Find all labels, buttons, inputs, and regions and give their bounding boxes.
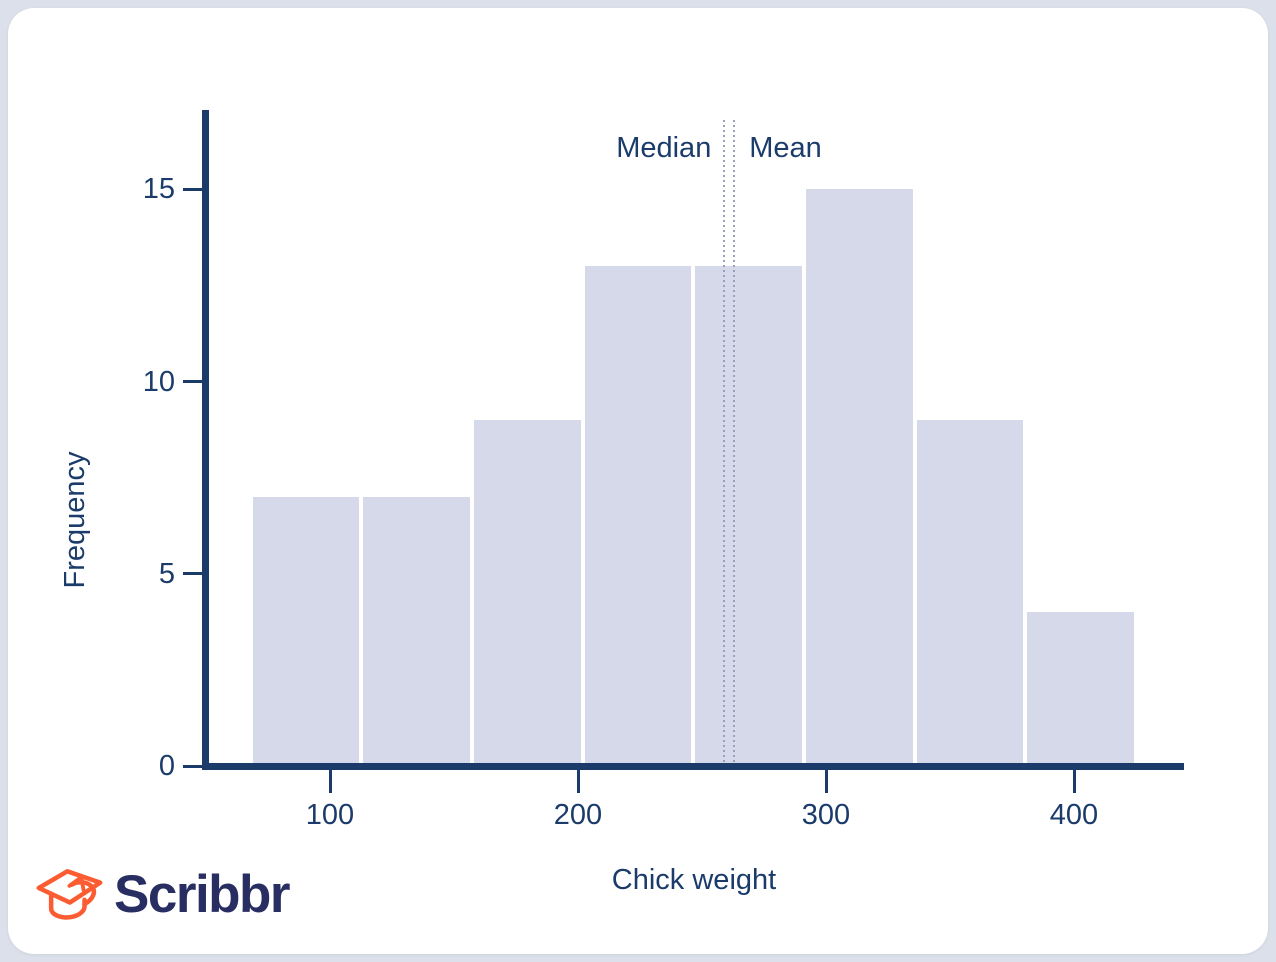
histogram-bar (916, 419, 1024, 763)
histogram-bar (805, 189, 913, 763)
scribbr-logo: Scribbr (36, 864, 291, 926)
y-tick (183, 380, 202, 383)
x-axis-line (202, 762, 1184, 770)
x-tick (328, 769, 332, 793)
y-tick (183, 187, 202, 191)
x-tick (576, 769, 580, 793)
y-tick-label: 15 (142, 173, 175, 206)
y-tick-label: 5 (158, 557, 175, 590)
y-tick-label: 0 (158, 750, 175, 782)
mean-line (733, 120, 736, 763)
histogram-bar (695, 266, 802, 763)
median-label: Median (616, 132, 712, 164)
x-tick (824, 769, 828, 793)
x-tick-label: 200 (553, 799, 603, 831)
x-axis-title: Chick weight (611, 864, 777, 896)
x-tick-label: 300 (801, 799, 851, 831)
histogram-bar (1027, 612, 1134, 763)
histogram-bar (363, 496, 471, 763)
x-tick-label: 400 (1049, 799, 1099, 831)
x-tick-label: 100 (305, 799, 355, 831)
histogram-bar (474, 419, 581, 763)
mean-label: Mean (749, 132, 822, 164)
y-axis-line (202, 110, 209, 770)
brand-name: Scribbr (114, 865, 291, 924)
y-tick-label: 10 (142, 365, 175, 398)
median-line (723, 120, 726, 763)
y-axis-title: Frequency (59, 451, 91, 589)
graduation-cap-arrow-icon (36, 869, 103, 920)
x-tick (1072, 769, 1076, 793)
y-tick (183, 572, 202, 576)
histogram-bar (584, 266, 692, 763)
histogram-bar (252, 496, 360, 763)
y-tick (183, 764, 202, 768)
